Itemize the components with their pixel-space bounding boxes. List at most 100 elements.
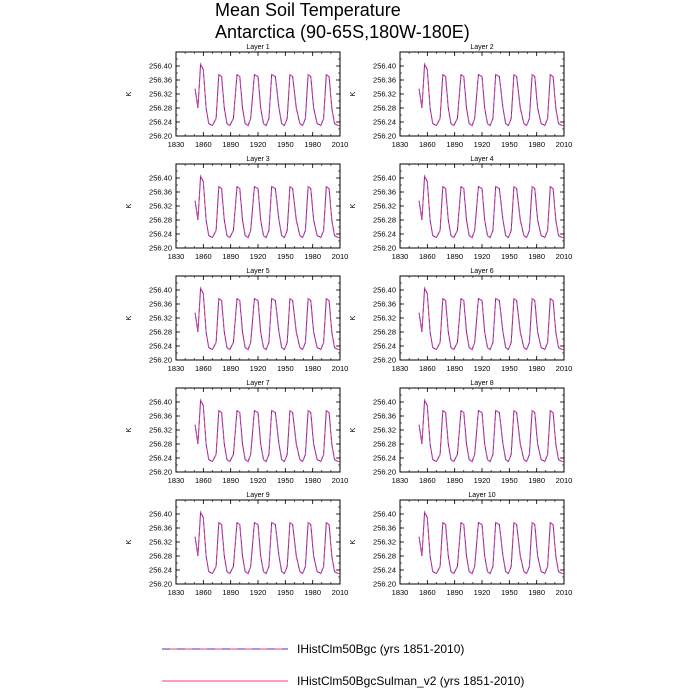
y-tick-label: 256.40 <box>373 174 396 183</box>
x-tick-label: 1920 <box>474 140 491 149</box>
y-axis-label: K <box>124 203 133 208</box>
y-axis-label: K <box>124 427 133 432</box>
y-tick-label: 256.20 <box>373 468 396 477</box>
panel-title: Layer 7 <box>246 380 269 387</box>
y-tick-label: 256.24 <box>149 118 172 127</box>
panel-title: Layer 2 <box>470 44 493 51</box>
x-tick-label: 1830 <box>168 252 185 261</box>
x-tick-label: 1890 <box>446 588 463 597</box>
x-tick-label: 2010 <box>332 364 349 373</box>
panel-title: Layer 9 <box>246 492 269 499</box>
y-tick-label: 256.32 <box>149 90 172 99</box>
x-tick-label: 1920 <box>250 476 267 485</box>
series-line-2 <box>194 174 340 239</box>
y-tick-label: 256.36 <box>373 188 396 197</box>
y-tick-label: 256.20 <box>373 244 396 253</box>
x-tick-label: 1920 <box>250 252 267 261</box>
x-tick-label: 2010 <box>332 476 349 485</box>
panel-grid: Layer 1 K 1830 1860 1890 1920 1950 1980 2010 256.… <box>124 44 572 597</box>
y-tick-label: 256.40 <box>373 62 396 71</box>
series-line-2 <box>418 286 564 351</box>
y-tick-label: 256.20 <box>149 244 172 253</box>
y-tick-label: 256.24 <box>149 454 172 463</box>
legend-label-series-2: IHistClm50BgcSulman_v2 (yrs 1851-2010) <box>297 674 524 688</box>
panel-layer-5: Layer 5 K 1830 1860 1890 1920 1950 1980 2010 256.… <box>124 268 348 373</box>
x-tick-label: 1860 <box>195 252 212 261</box>
y-tick-label: 256.24 <box>373 342 396 351</box>
series-line-2 <box>418 398 564 463</box>
y-tick-label: 256.32 <box>373 202 396 211</box>
series-line-2 <box>194 286 340 351</box>
x-tick-label: 1950 <box>501 364 518 373</box>
x-tick-label: 1950 <box>501 140 518 149</box>
y-tick-label: 256.28 <box>373 328 396 337</box>
y-tick-label: 256.40 <box>149 62 172 71</box>
series-line-1 <box>194 286 340 351</box>
x-tick-label: 1980 <box>528 364 545 373</box>
series-line-1 <box>194 510 340 575</box>
y-tick-label: 256.40 <box>149 398 172 407</box>
x-tick-label: 1860 <box>419 140 436 149</box>
panel-title: Layer 10 <box>468 492 495 499</box>
panel-title: Layer 4 <box>470 156 493 163</box>
x-tick-label: 1830 <box>168 364 185 373</box>
x-tick-label: 1950 <box>277 140 294 149</box>
series-line-1 <box>194 398 340 463</box>
panel-title: Layer 3 <box>246 156 269 163</box>
y-tick-label: 256.40 <box>373 510 396 519</box>
panel-title: Layer 8 <box>470 380 493 387</box>
y-tick-label: 256.24 <box>149 566 172 575</box>
x-tick-label: 1980 <box>528 476 545 485</box>
panel-title: Layer 5 <box>246 268 269 275</box>
x-tick-label: 1830 <box>392 252 409 261</box>
series-line-2 <box>418 174 564 239</box>
x-tick-label: 1830 <box>168 476 185 485</box>
y-tick-label: 256.20 <box>149 356 172 365</box>
x-tick-label: 1980 <box>528 140 545 149</box>
x-tick-label: 1860 <box>195 364 212 373</box>
y-tick-label: 256.36 <box>149 524 172 533</box>
panel-layer-8: Layer 8 K 1830 1860 1890 1920 1950 1980 2010 256.… <box>348 380 572 485</box>
x-tick-label: 1830 <box>392 476 409 485</box>
y-tick-label: 256.32 <box>373 90 396 99</box>
panel-layer-1: Layer 1 K 1830 1860 1890 1920 1950 1980 2010 256.… <box>124 44 348 149</box>
panel-layer-9: Layer 9 K 1830 1860 1890 1920 1950 1980 2010 256.… <box>124 492 348 597</box>
x-tick-label: 1860 <box>419 364 436 373</box>
series-line-1 <box>194 62 340 127</box>
y-axis-label: K <box>348 427 357 432</box>
x-tick-label: 1950 <box>501 252 518 261</box>
x-tick-label: 1980 <box>528 588 545 597</box>
y-tick-label: 256.24 <box>373 454 396 463</box>
x-tick-label: 1920 <box>474 252 491 261</box>
legend: IHistClm50Bgc (yrs 1851-2010) IHistClm50… <box>162 642 524 688</box>
y-tick-label: 256.32 <box>373 314 396 323</box>
y-tick-label: 256.24 <box>373 230 396 239</box>
y-tick-label: 256.20 <box>149 468 172 477</box>
x-tick-label: 1920 <box>250 140 267 149</box>
y-tick-label: 256.36 <box>149 188 172 197</box>
y-tick-label: 256.40 <box>149 174 172 183</box>
y-tick-label: 256.40 <box>373 398 396 407</box>
series-line-2 <box>418 62 564 127</box>
y-tick-label: 256.28 <box>373 216 396 225</box>
x-tick-label: 1950 <box>501 476 518 485</box>
x-tick-label: 1950 <box>501 588 518 597</box>
y-tick-label: 256.32 <box>149 426 172 435</box>
x-tick-label: 2010 <box>556 364 573 373</box>
x-tick-label: 1920 <box>250 588 267 597</box>
x-tick-label: 1860 <box>195 588 212 597</box>
series-line-1 <box>418 174 564 239</box>
x-tick-label: 1830 <box>168 588 185 597</box>
y-tick-label: 256.28 <box>373 440 396 449</box>
x-tick-label: 1950 <box>277 476 294 485</box>
y-tick-label: 256.40 <box>373 286 396 295</box>
x-tick-label: 1920 <box>474 588 491 597</box>
x-tick-label: 2010 <box>556 476 573 485</box>
x-tick-label: 1890 <box>446 364 463 373</box>
y-axis-label: K <box>348 91 357 96</box>
x-tick-label: 1950 <box>277 364 294 373</box>
y-tick-label: 256.28 <box>149 440 172 449</box>
x-tick-label: 1890 <box>222 252 239 261</box>
x-tick-label: 1980 <box>528 252 545 261</box>
